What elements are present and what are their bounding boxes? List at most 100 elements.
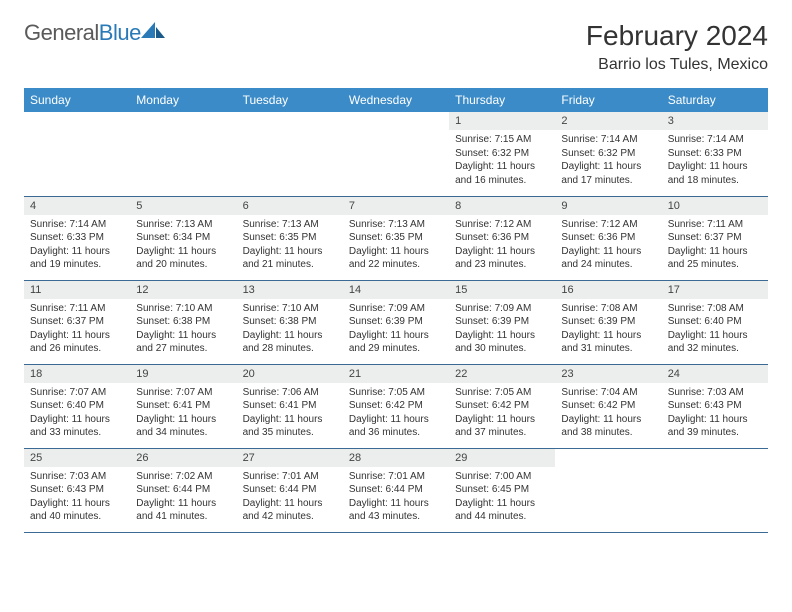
- day-line: and 23 minutes.: [455, 258, 549, 272]
- day-line: Sunrise: 7:01 AM: [349, 470, 443, 484]
- day-line: Sunrise: 7:08 AM: [668, 302, 762, 316]
- day-line: Sunset: 6:33 PM: [30, 231, 124, 245]
- day-line: and 31 minutes.: [561, 342, 655, 356]
- day-line: Daylight: 11 hours: [30, 245, 124, 259]
- day-cell: ..: [130, 112, 236, 196]
- day-line: Daylight: 11 hours: [668, 329, 762, 343]
- day-line: Sunset: 6:43 PM: [30, 483, 124, 497]
- day-line: Daylight: 11 hours: [349, 497, 443, 511]
- day-line: Daylight: 11 hours: [136, 329, 230, 343]
- day-number: 25: [24, 449, 130, 467]
- day-line: and 22 minutes.: [349, 258, 443, 272]
- day-line: Daylight: 11 hours: [30, 413, 124, 427]
- day-line: and 20 minutes.: [136, 258, 230, 272]
- day-body: Sunrise: 7:13 AMSunset: 6:34 PMDaylight:…: [130, 215, 236, 278]
- day-line: Sunrise: 7:08 AM: [561, 302, 655, 316]
- day-body: Sunrise: 7:10 AMSunset: 6:38 PMDaylight:…: [237, 299, 343, 362]
- day-line: Sunrise: 7:09 AM: [455, 302, 549, 316]
- day-number: 28: [343, 449, 449, 467]
- day-line: Daylight: 11 hours: [349, 245, 443, 259]
- day-number: 19: [130, 365, 236, 383]
- day-line: and 44 minutes.: [455, 510, 549, 524]
- day-line: and 39 minutes.: [668, 426, 762, 440]
- day-line: Daylight: 11 hours: [561, 329, 655, 343]
- brand-sail-icon: [141, 20, 167, 40]
- day-body: Sunrise: 7:08 AMSunset: 6:40 PMDaylight:…: [662, 299, 768, 362]
- day-body: Sunrise: 7:09 AMSunset: 6:39 PMDaylight:…: [449, 299, 555, 362]
- day-body: Sunrise: 7:13 AMSunset: 6:35 PMDaylight:…: [343, 215, 449, 278]
- day-line: Daylight: 11 hours: [349, 329, 443, 343]
- day-number: 3: [662, 112, 768, 130]
- brand-part2: Blue: [99, 20, 141, 45]
- brand-text: GeneralBlue: [24, 20, 141, 46]
- day-body: Sunrise: 7:05 AMSunset: 6:42 PMDaylight:…: [343, 383, 449, 446]
- day-number: 20: [237, 365, 343, 383]
- title-block: February 2024 Barrio los Tules, Mexico: [586, 20, 768, 74]
- day-line: Sunset: 6:44 PM: [136, 483, 230, 497]
- day-line: Daylight: 11 hours: [136, 245, 230, 259]
- day-cell: 9Sunrise: 7:12 AMSunset: 6:36 PMDaylight…: [555, 196, 661, 280]
- day-cell: ..: [237, 112, 343, 196]
- day-line: Sunrise: 7:13 AM: [349, 218, 443, 232]
- day-line: Sunset: 6:39 PM: [455, 315, 549, 329]
- week-row: ........1Sunrise: 7:15 AMSunset: 6:32 PM…: [24, 112, 768, 196]
- day-line: Sunset: 6:44 PM: [243, 483, 337, 497]
- day-body: Sunrise: 7:14 AMSunset: 6:33 PMDaylight:…: [24, 215, 130, 278]
- day-line: and 33 minutes.: [30, 426, 124, 440]
- day-line: and 40 minutes.: [30, 510, 124, 524]
- day-line: Daylight: 11 hours: [30, 329, 124, 343]
- day-body: Sunrise: 7:05 AMSunset: 6:42 PMDaylight:…: [449, 383, 555, 446]
- day-line: Sunrise: 7:09 AM: [349, 302, 443, 316]
- day-line: Sunrise: 7:03 AM: [30, 470, 124, 484]
- day-line: Sunrise: 7:13 AM: [136, 218, 230, 232]
- calendar-table: SundayMondayTuesdayWednesdayThursdayFrid…: [24, 88, 768, 533]
- day-cell: 18Sunrise: 7:07 AMSunset: 6:40 PMDayligh…: [24, 364, 130, 448]
- day-line: and 36 minutes.: [349, 426, 443, 440]
- day-line: Daylight: 11 hours: [243, 245, 337, 259]
- day-header-row: SundayMondayTuesdayWednesdayThursdayFrid…: [24, 88, 768, 112]
- day-body: Sunrise: 7:10 AMSunset: 6:38 PMDaylight:…: [130, 299, 236, 362]
- day-line: Daylight: 11 hours: [561, 160, 655, 174]
- day-body: Sunrise: 7:14 AMSunset: 6:32 PMDaylight:…: [555, 130, 661, 193]
- day-body: Sunrise: 7:04 AMSunset: 6:42 PMDaylight:…: [555, 383, 661, 446]
- day-line: and 24 minutes.: [561, 258, 655, 272]
- day-cell: 2Sunrise: 7:14 AMSunset: 6:32 PMDaylight…: [555, 112, 661, 196]
- day-line: Sunset: 6:42 PM: [455, 399, 549, 413]
- day-line: and 17 minutes.: [561, 174, 655, 188]
- day-line: Sunrise: 7:02 AM: [136, 470, 230, 484]
- day-line: and 21 minutes.: [243, 258, 337, 272]
- day-line: Sunrise: 7:14 AM: [30, 218, 124, 232]
- day-line: Sunset: 6:36 PM: [561, 231, 655, 245]
- day-body: Sunrise: 7:11 AMSunset: 6:37 PMDaylight:…: [662, 215, 768, 278]
- day-line: Sunset: 6:32 PM: [455, 147, 549, 161]
- week-row: 18Sunrise: 7:07 AMSunset: 6:40 PMDayligh…: [24, 364, 768, 448]
- day-line: Sunset: 6:37 PM: [668, 231, 762, 245]
- day-body: Sunrise: 7:11 AMSunset: 6:37 PMDaylight:…: [24, 299, 130, 362]
- day-body: Sunrise: 7:03 AMSunset: 6:43 PMDaylight:…: [24, 467, 130, 530]
- day-line: Sunrise: 7:06 AM: [243, 386, 337, 400]
- day-number: 15: [449, 281, 555, 299]
- day-line: Daylight: 11 hours: [243, 329, 337, 343]
- day-number: 18: [24, 365, 130, 383]
- day-line: Sunrise: 7:01 AM: [243, 470, 337, 484]
- day-header: Tuesday: [237, 88, 343, 112]
- day-body: Sunrise: 7:12 AMSunset: 6:36 PMDaylight:…: [449, 215, 555, 278]
- day-cell: 22Sunrise: 7:05 AMSunset: 6:42 PMDayligh…: [449, 364, 555, 448]
- day-line: Sunset: 6:40 PM: [30, 399, 124, 413]
- day-number: 27: [237, 449, 343, 467]
- day-number: 17: [662, 281, 768, 299]
- day-cell: 12Sunrise: 7:10 AMSunset: 6:38 PMDayligh…: [130, 280, 236, 364]
- day-number: 6: [237, 197, 343, 215]
- day-number: 1: [449, 112, 555, 130]
- day-cell: 24Sunrise: 7:03 AMSunset: 6:43 PMDayligh…: [662, 364, 768, 448]
- day-body: Sunrise: 7:13 AMSunset: 6:35 PMDaylight:…: [237, 215, 343, 278]
- day-line: Sunset: 6:33 PM: [668, 147, 762, 161]
- day-line: Sunset: 6:34 PM: [136, 231, 230, 245]
- day-line: Sunset: 6:43 PM: [668, 399, 762, 413]
- day-cell: 11Sunrise: 7:11 AMSunset: 6:37 PMDayligh…: [24, 280, 130, 364]
- day-line: Sunrise: 7:14 AM: [668, 133, 762, 147]
- day-cell: 15Sunrise: 7:09 AMSunset: 6:39 PMDayligh…: [449, 280, 555, 364]
- day-body: Sunrise: 7:07 AMSunset: 6:41 PMDaylight:…: [130, 383, 236, 446]
- day-line: Sunset: 6:39 PM: [561, 315, 655, 329]
- day-cell: 4Sunrise: 7:14 AMSunset: 6:33 PMDaylight…: [24, 196, 130, 280]
